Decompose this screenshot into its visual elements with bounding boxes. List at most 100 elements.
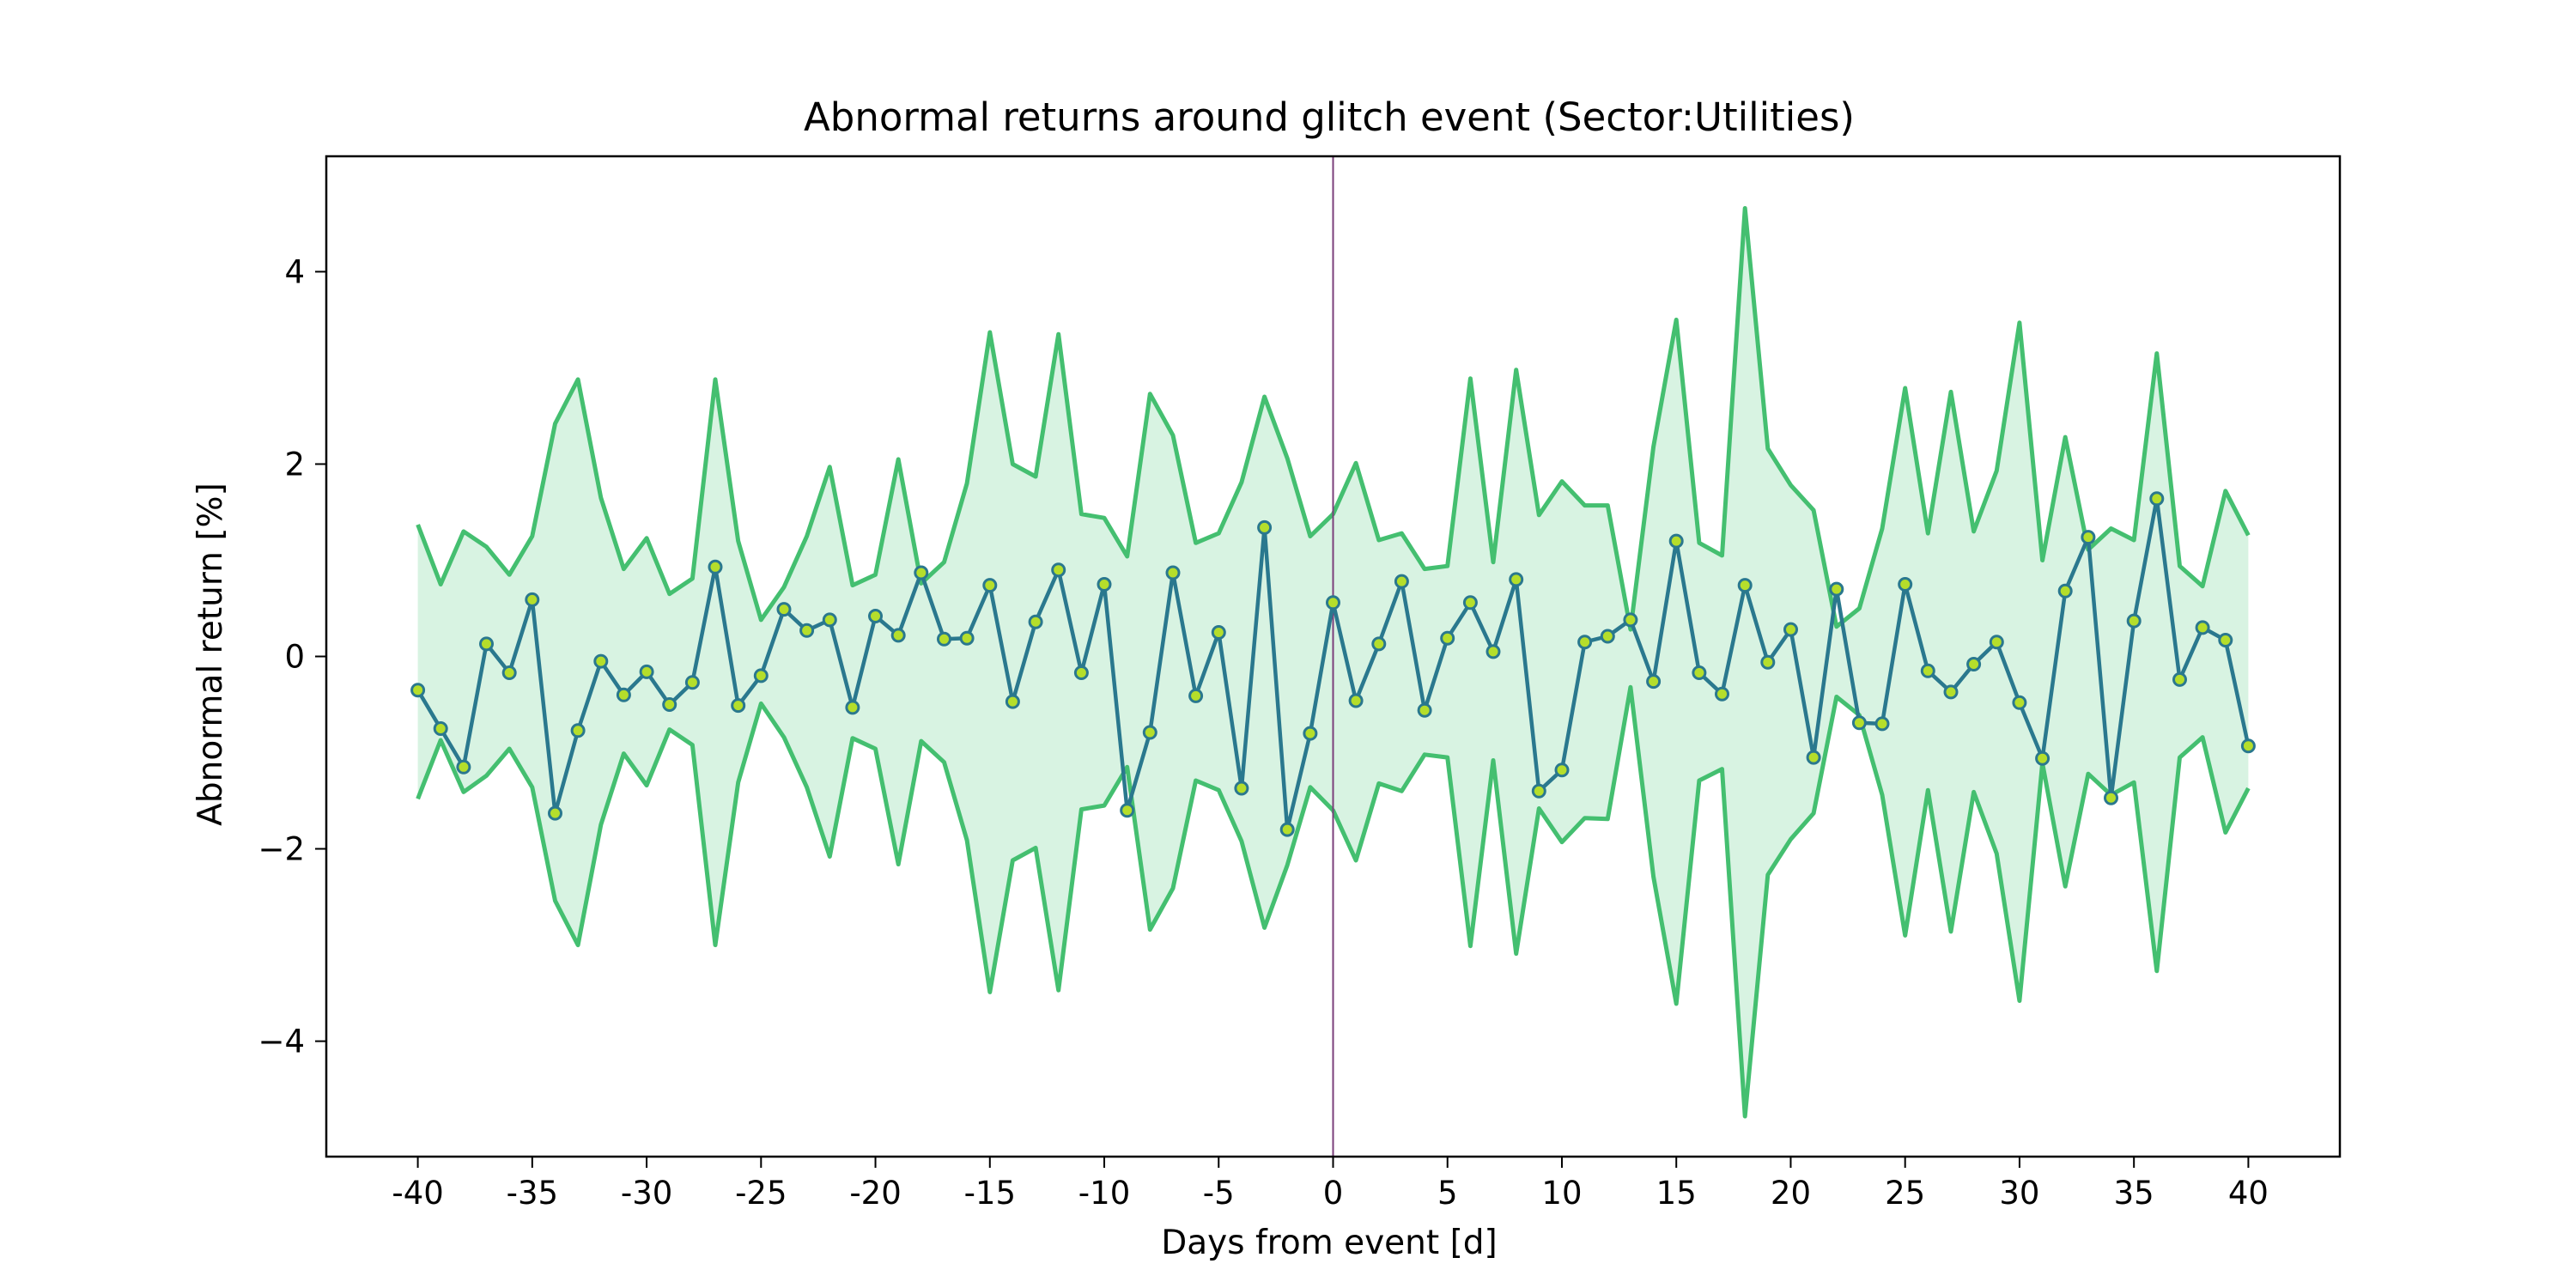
- data-point: [639, 664, 654, 679]
- data-point: [1211, 625, 1226, 640]
- data-point: [1829, 581, 1844, 597]
- data-point: [479, 636, 494, 652]
- data-point: [914, 565, 929, 580]
- x-tick-label: -5: [1203, 1175, 1235, 1212]
- data-point: [1073, 665, 1089, 680]
- data-point: [1257, 519, 1273, 535]
- x-tick-label: -10: [1078, 1175, 1130, 1212]
- y-tick-label: 0: [284, 639, 305, 676]
- data-point: [1326, 595, 1340, 611]
- x-tick-label: 10: [1541, 1175, 1582, 1212]
- data-point: [1028, 614, 1043, 629]
- data-point: [1783, 622, 1798, 637]
- x-tick-label: 35: [2114, 1175, 2154, 1212]
- x-tick-label: 20: [1771, 1175, 1811, 1212]
- y-tick-label: 2: [284, 446, 305, 483]
- data-point: [1989, 635, 2004, 650]
- data-point: [1600, 629, 1615, 644]
- data-point: [959, 630, 975, 646]
- x-tick-label: 15: [1656, 1175, 1697, 1212]
- y-tick-label: −4: [258, 1024, 305, 1060]
- x-tick-label: -40: [392, 1175, 443, 1212]
- x-axis-label: Days from event [d]: [1161, 1224, 1498, 1262]
- data-point: [1120, 803, 1135, 818]
- data-point: [2104, 790, 2118, 805]
- data-point: [570, 723, 586, 738]
- data-point: [616, 687, 631, 702]
- x-tick-label: -35: [507, 1175, 558, 1212]
- x-tick-label: -25: [735, 1175, 787, 1212]
- data-point: [1851, 715, 1867, 731]
- data-point: [2012, 695, 2027, 710]
- mean-markers: [410, 491, 2256, 837]
- data-point: [662, 697, 677, 712]
- data-point: [1165, 565, 1181, 580]
- data-point: [501, 665, 517, 680]
- y-axis-label: Abnormal return [%]: [191, 483, 230, 826]
- data-point: [2218, 633, 2233, 647]
- data-point: [1371, 636, 1387, 652]
- data-point: [1577, 635, 1593, 650]
- data-point: [1142, 725, 1157, 740]
- data-point: [776, 602, 792, 617]
- data-point: [1737, 578, 1753, 593]
- x-tick-label: 25: [1885, 1175, 1925, 1212]
- data-point: [1417, 702, 1432, 718]
- x-tick-label: -15: [964, 1175, 1016, 1212]
- data-point: [1303, 726, 1318, 741]
- data-point: [433, 721, 448, 736]
- data-point: [2172, 671, 2187, 687]
- data-point: [731, 698, 746, 714]
- data-point: [845, 700, 860, 715]
- data-point: [1509, 572, 1524, 587]
- data-point: [2195, 620, 2210, 635]
- x-tick-label: 0: [1323, 1175, 1344, 1212]
- data-point: [1692, 665, 1707, 680]
- data-point: [1348, 693, 1364, 708]
- x-tick-label: 40: [2228, 1175, 2269, 1212]
- data-point: [1760, 654, 1776, 670]
- data-point: [1554, 762, 1570, 778]
- data-point: [1051, 562, 1066, 578]
- data-point: [799, 623, 815, 638]
- x-axis-ticks: -40 -35 -30 -25 -20 -15 -10 -5 0 5 10 15 20 25 30 35 40: [392, 1157, 2269, 1212]
- data-point: [1440, 630, 1455, 646]
- data-point: [2240, 738, 2256, 754]
- data-point: [822, 612, 837, 628]
- data-point: [1668, 533, 1684, 549]
- data-point: [1279, 822, 1295, 837]
- data-point: [1623, 612, 1638, 628]
- data-point: [1943, 684, 1959, 700]
- y-tick-label: −2: [258, 831, 305, 868]
- data-point: [868, 609, 883, 623]
- data-point: [1715, 686, 1729, 702]
- data-point: [2149, 491, 2165, 507]
- data-point: [2035, 750, 2050, 766]
- data-point: [593, 653, 609, 669]
- data-point: [1097, 577, 1112, 592]
- data-point: [1005, 694, 1020, 709]
- y-tick-label: 4: [284, 253, 305, 290]
- data-point: [684, 675, 700, 690]
- data-point: [890, 628, 906, 643]
- data-point: [456, 759, 471, 775]
- data-point: [1188, 688, 1204, 703]
- data-point: [1462, 595, 1478, 611]
- data-point: [1898, 577, 1913, 592]
- data-point: [982, 578, 998, 593]
- data-point: [937, 631, 951, 647]
- data-point: [708, 559, 723, 574]
- data-point: [1394, 574, 1409, 589]
- data-point: [525, 592, 540, 607]
- x-tick-label: -30: [621, 1175, 672, 1212]
- x-tick-label: -20: [849, 1175, 901, 1212]
- plot-area: -40 -35 -30 -25 -20 -15 -10 -5 0 5 10 15 20 25 30 35 40−…: [258, 155, 2342, 1212]
- data-point: [1531, 783, 1546, 799]
- data-point: [1874, 716, 1890, 732]
- data-point: [1234, 781, 1249, 796]
- data-point: [1646, 674, 1662, 690]
- data-point: [2081, 530, 2096, 545]
- x-tick-label: 30: [1999, 1175, 2039, 1212]
- data-point: [410, 683, 426, 698]
